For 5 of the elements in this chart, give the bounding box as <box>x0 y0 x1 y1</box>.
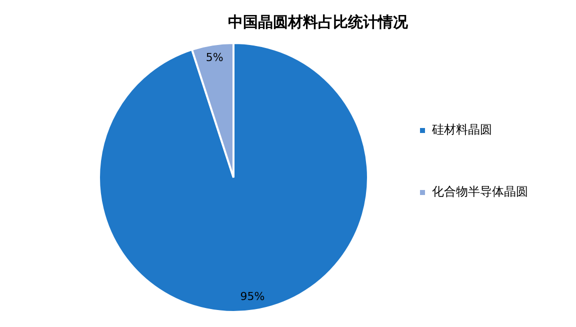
chart-title: 中国晶圆材料占比统计情况 <box>228 12 409 31</box>
legend-label: 硅材料晶圆 <box>431 122 492 137</box>
data-label: 95% <box>240 290 265 303</box>
data-label: 5% <box>206 50 224 64</box>
legend-label: 化合物半导体晶圆 <box>432 184 528 199</box>
